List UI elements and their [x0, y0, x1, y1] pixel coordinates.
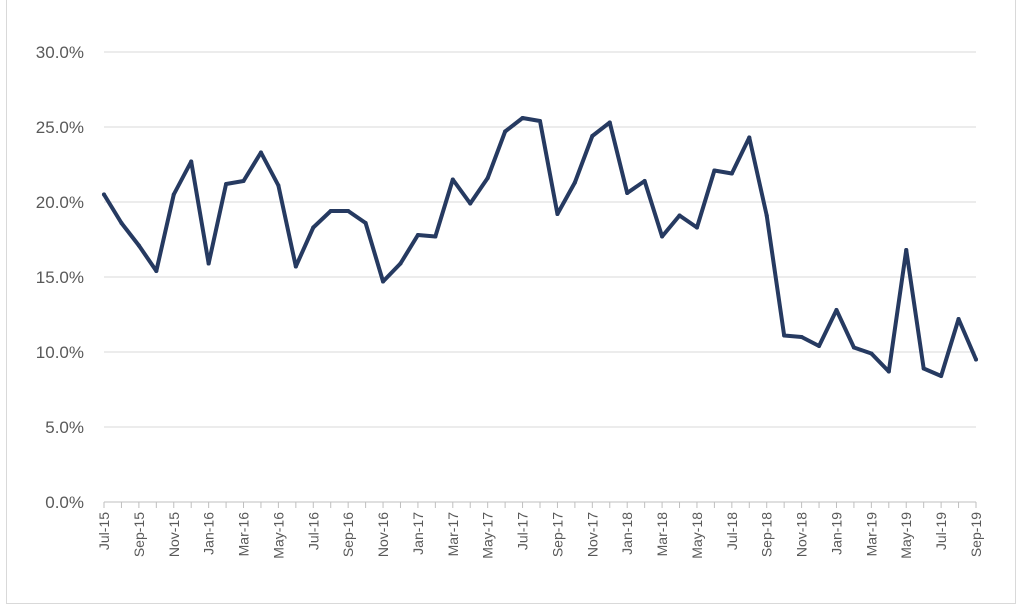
data-point	[677, 213, 682, 218]
x-tick-label: Jul-16	[305, 512, 321, 550]
data-point	[468, 201, 473, 206]
x-tick-label: Nov-17	[584, 512, 600, 557]
x-tick-label: Mar-16	[236, 512, 252, 557]
x-tick-label: May-18	[689, 512, 705, 559]
x-tick-label: Jul-19	[933, 512, 949, 550]
data-point	[851, 345, 856, 350]
data-point	[782, 333, 787, 338]
x-tick-label: Nov-16	[375, 512, 391, 557]
data-point	[607, 120, 612, 125]
data-point	[450, 177, 455, 182]
data-point	[642, 179, 647, 183]
data-point	[311, 225, 316, 230]
data-point	[520, 116, 525, 120]
data-point	[346, 209, 351, 213]
data-point	[939, 374, 944, 378]
data-point	[415, 233, 420, 237]
x-tick-label: May-17	[480, 512, 496, 559]
data-point	[241, 179, 246, 183]
x-tick-label: Jul-15	[96, 512, 112, 550]
data-point	[328, 209, 333, 213]
y-tick-label: 30.0%	[36, 43, 84, 62]
data-point	[729, 171, 734, 176]
x-tick-label: Jul-17	[515, 512, 531, 550]
chart-frame	[6, 0, 1016, 604]
x-tick-label: Sep-18	[759, 512, 775, 557]
data-point	[974, 357, 978, 362]
x-tick-label: Mar-17	[445, 512, 461, 557]
data-point	[625, 191, 630, 195]
data-point	[834, 308, 839, 312]
data-point	[538, 119, 542, 123]
data-point	[136, 243, 141, 248]
data-point	[154, 269, 159, 273]
data-point	[171, 192, 176, 197]
data-point	[886, 369, 891, 374]
data-point	[747, 135, 752, 140]
x-tick-label: Jan-19	[828, 512, 844, 555]
x-tick-label: Sep-16	[340, 512, 356, 557]
y-tick-label: 5.0%	[45, 418, 84, 437]
data-point	[119, 221, 124, 225]
data-point	[764, 213, 769, 218]
x-tick-label: Nov-15	[166, 512, 182, 557]
x-tick-label: Sep-19	[968, 512, 984, 557]
data-point	[694, 225, 699, 230]
data-point	[817, 344, 822, 348]
data-point	[555, 212, 560, 216]
x-axis-tick-labels: Jul-15 Sep-15 Nov-15 Jan-16 Mar-16 May-16 Jul-…	[96, 512, 984, 559]
data-point	[485, 176, 490, 180]
x-tick-label: May-19	[898, 512, 914, 559]
x-tick-label: Mar-18	[654, 512, 670, 557]
y-tick-label: 20.0%	[36, 193, 84, 212]
x-tick-label: Jan-16	[201, 512, 217, 555]
y-tick-label: 0.0%	[45, 493, 84, 512]
data-point	[869, 351, 874, 356]
data-point	[276, 183, 281, 188]
data-point	[189, 159, 194, 164]
y-axis-tick-labels: 0.0% 5.0% 10.0% 15.0% 20.0% 25.0% 30.0%	[36, 43, 84, 512]
data-point	[224, 182, 229, 186]
y-tick-label: 15.0%	[36, 268, 84, 287]
data-point	[956, 317, 961, 321]
data-point	[258, 150, 263, 155]
data-point	[102, 192, 106, 197]
data-point	[712, 168, 717, 173]
data-point	[398, 261, 403, 266]
x-tick-label: Mar-19	[863, 512, 879, 557]
data-point	[921, 366, 926, 371]
x-axis-tick-marks	[103, 502, 977, 508]
x-tick-label: Jan-17	[410, 512, 426, 555]
gridlines	[104, 51, 976, 428]
data-point	[206, 261, 211, 266]
x-tick-label: Sep-17	[549, 512, 565, 557]
data-point	[590, 134, 595, 138]
series-points	[102, 116, 978, 378]
x-tick-label: May-16	[270, 512, 286, 559]
data-point	[381, 279, 386, 284]
data-point	[572, 180, 577, 185]
data-point	[904, 248, 909, 252]
y-tick-label: 10.0%	[36, 343, 84, 362]
x-tick-label: Jul-18	[724, 512, 740, 550]
x-tick-label: Sep-15	[131, 512, 147, 557]
data-point	[293, 264, 298, 269]
y-tick-label: 25.0%	[36, 118, 84, 137]
data-point	[433, 234, 438, 239]
data-point	[799, 335, 804, 339]
data-point	[503, 129, 508, 134]
series-line	[102, 116, 978, 378]
data-point	[660, 234, 665, 239]
data-point	[363, 221, 368, 225]
x-tick-label: Nov-18	[794, 512, 810, 557]
x-tick-label: Jan-18	[619, 512, 635, 555]
